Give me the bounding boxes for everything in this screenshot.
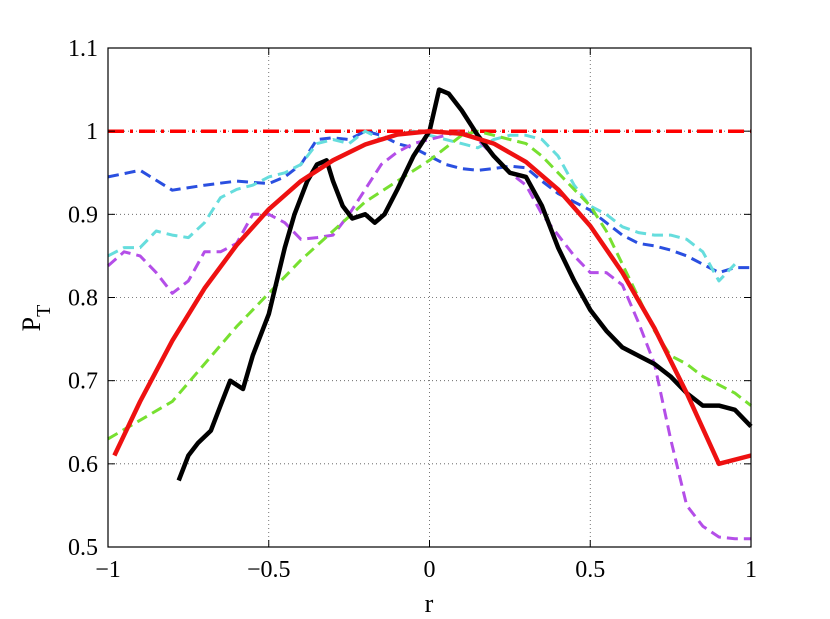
svg-text:PT: PT bbox=[17, 305, 55, 332]
x-tick-label: 0.5 bbox=[575, 557, 605, 583]
series-line-7 bbox=[112, 128, 752, 467]
x-tick-label: −0.5 bbox=[247, 557, 291, 583]
y-axis-label: PT bbox=[17, 305, 55, 332]
series-line-6 bbox=[176, 87, 753, 482]
series-line-4 bbox=[107, 129, 751, 541]
y-tick-label: 0.5 bbox=[68, 535, 98, 561]
y-tick-label: 0.7 bbox=[68, 369, 98, 395]
series-line-5 bbox=[107, 129, 752, 441]
y-tick-label: 0.9 bbox=[68, 202, 98, 228]
tick-labels: −1 −0.5 0 0.5 1 0.5 0.6 0.7 0.8 0.9 1 1.1 bbox=[68, 36, 757, 583]
y-axis-label-subscript: T bbox=[33, 305, 55, 317]
series-line-3 bbox=[107, 129, 736, 283]
axis-ticks bbox=[107, 47, 752, 548]
y-tick-label: 1.1 bbox=[68, 36, 98, 62]
y-tick-label: 0.6 bbox=[68, 452, 98, 478]
series-line-2 bbox=[107, 129, 751, 275]
data-series bbox=[107, 87, 753, 541]
x-tick-label: −1 bbox=[95, 557, 121, 583]
y-axis-label-main: P bbox=[17, 317, 46, 331]
y-tick-label: 1 bbox=[86, 119, 98, 145]
x-axis-label: r bbox=[425, 589, 434, 618]
x-tick-label: 0 bbox=[424, 557, 436, 583]
x-tick-label: 1 bbox=[745, 557, 757, 583]
y-tick-label: 0.8 bbox=[68, 286, 98, 312]
